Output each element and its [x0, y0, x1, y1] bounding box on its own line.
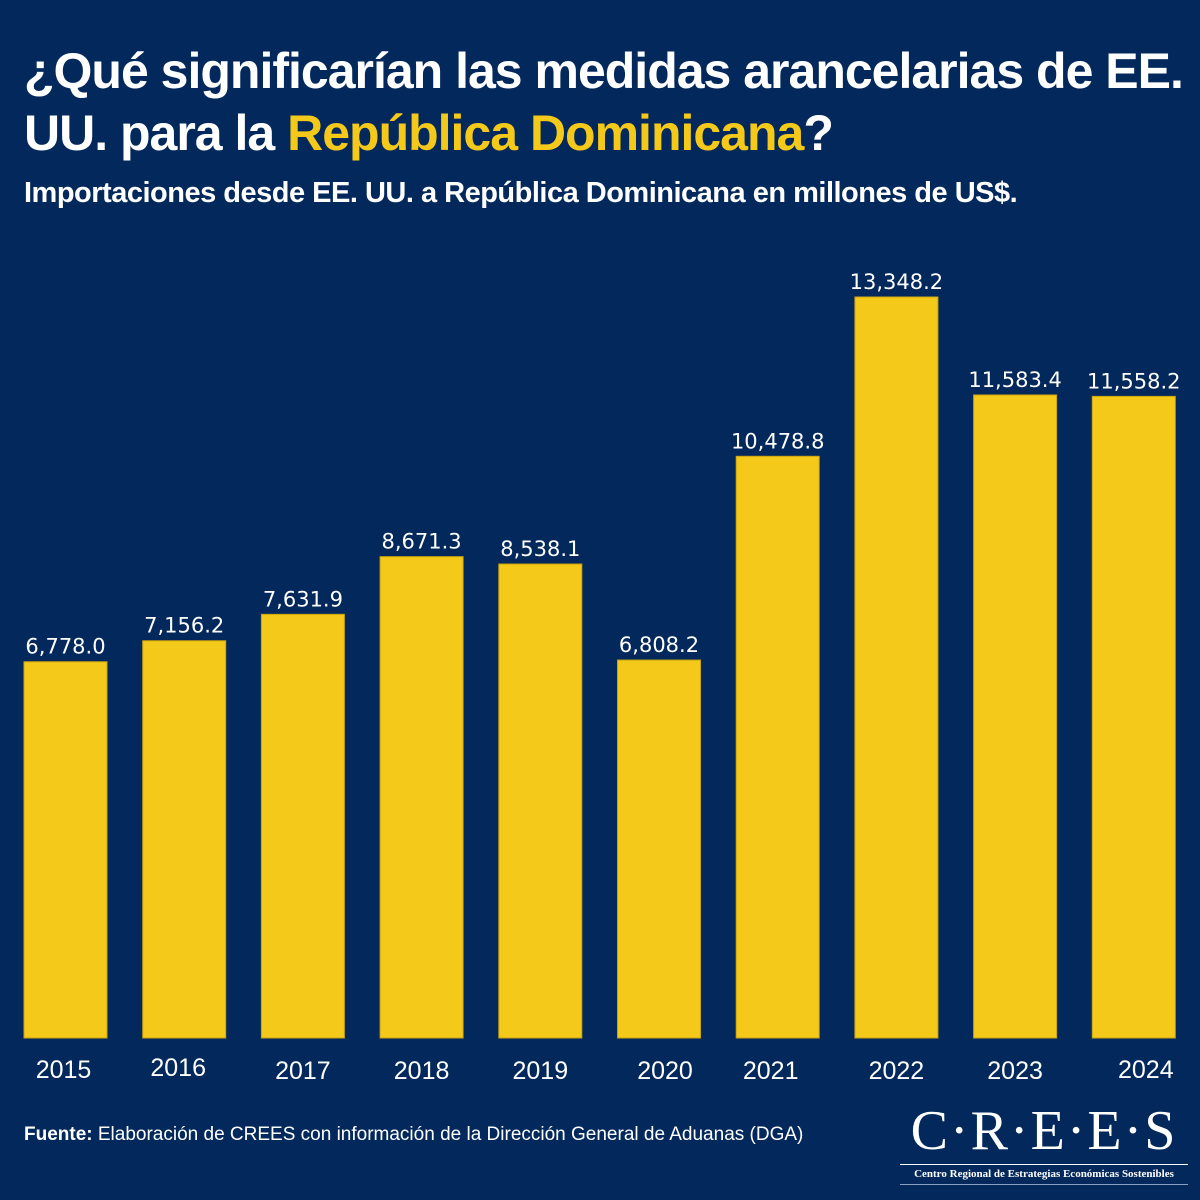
crees-logo: C·R·E·E·S Centro Regional de Estrategias…	[900, 1100, 1188, 1185]
value-label-2016: 7,156.2	[144, 614, 224, 638]
value-labels-group: 6,778.0 7,156.2 7,631.9 8,671.3 8,538.1 6,808…	[25, 270, 1180, 659]
bar-2018	[379, 556, 464, 1039]
value-label-2024: 11,558.2	[1087, 369, 1181, 393]
logo-tagline: Centro Regional de Estrategias Económica…	[914, 1168, 1174, 1180]
category-label-2020: 2020	[637, 1057, 693, 1085]
category-label-2018: 2018	[394, 1057, 450, 1085]
bar-2015	[23, 661, 108, 1039]
title-text: ¿Qué significarían las medidas arancelar…	[24, 43, 1184, 161]
title-highlight: República Dominicana	[287, 105, 804, 161]
category-label-2016: 2016	[150, 1054, 206, 1082]
category-label-2019: 2019	[512, 1057, 568, 1085]
value-label-2021: 10,478.8	[731, 429, 825, 453]
source-note: Fuente: Elaboración de CREES con informa…	[24, 1124, 803, 1146]
bar-2021	[735, 455, 820, 1039]
logo-divider	[900, 1164, 1188, 1165]
chart-subtitle: Importaciones desde EE. UU. a República …	[24, 177, 1018, 209]
category-label-2023: 2023	[987, 1057, 1043, 1085]
value-label-2020: 6,808.2	[619, 633, 699, 657]
value-label-2019: 8,538.1	[500, 537, 580, 561]
logo-divider-bottom	[900, 1184, 1188, 1185]
bar-2017	[260, 613, 345, 1039]
value-label-2015: 6,778.0	[25, 635, 105, 659]
bar-2024	[1091, 395, 1176, 1039]
title-end: ?	[803, 105, 834, 161]
page-title: ¿Qué significarían las medidas arancelar…	[24, 40, 1184, 164]
bar-2022	[854, 296, 939, 1039]
bars-group	[23, 296, 1176, 1039]
value-label-2023: 11,583.4	[968, 368, 1062, 392]
category-label-2017: 2017	[275, 1057, 331, 1085]
category-label-2024: 2024	[1118, 1056, 1174, 1084]
bar-2020	[617, 659, 701, 1039]
value-label-2018: 8,671.3	[382, 530, 462, 554]
category-label-2015: 2015	[36, 1056, 92, 1084]
source-label: Fuente:	[24, 1124, 93, 1145]
value-label-2022: 13,348.2	[850, 270, 944, 294]
bar-2023	[973, 394, 1058, 1039]
bar-2016	[142, 640, 227, 1039]
category-labels-group: 2015 2016 2017 2018 2019 2020 2021 2022 2023 2024	[36, 1054, 1174, 1085]
source-text: Elaboración de CREES con información de …	[92, 1124, 804, 1145]
value-label-2017: 7,631.9	[263, 587, 343, 611]
category-label-2022: 2022	[869, 1057, 925, 1085]
logo-wordmark: C·R·E·E·S	[910, 1100, 1178, 1162]
category-label-2021: 2021	[743, 1057, 799, 1085]
bar-2019	[498, 563, 583, 1039]
